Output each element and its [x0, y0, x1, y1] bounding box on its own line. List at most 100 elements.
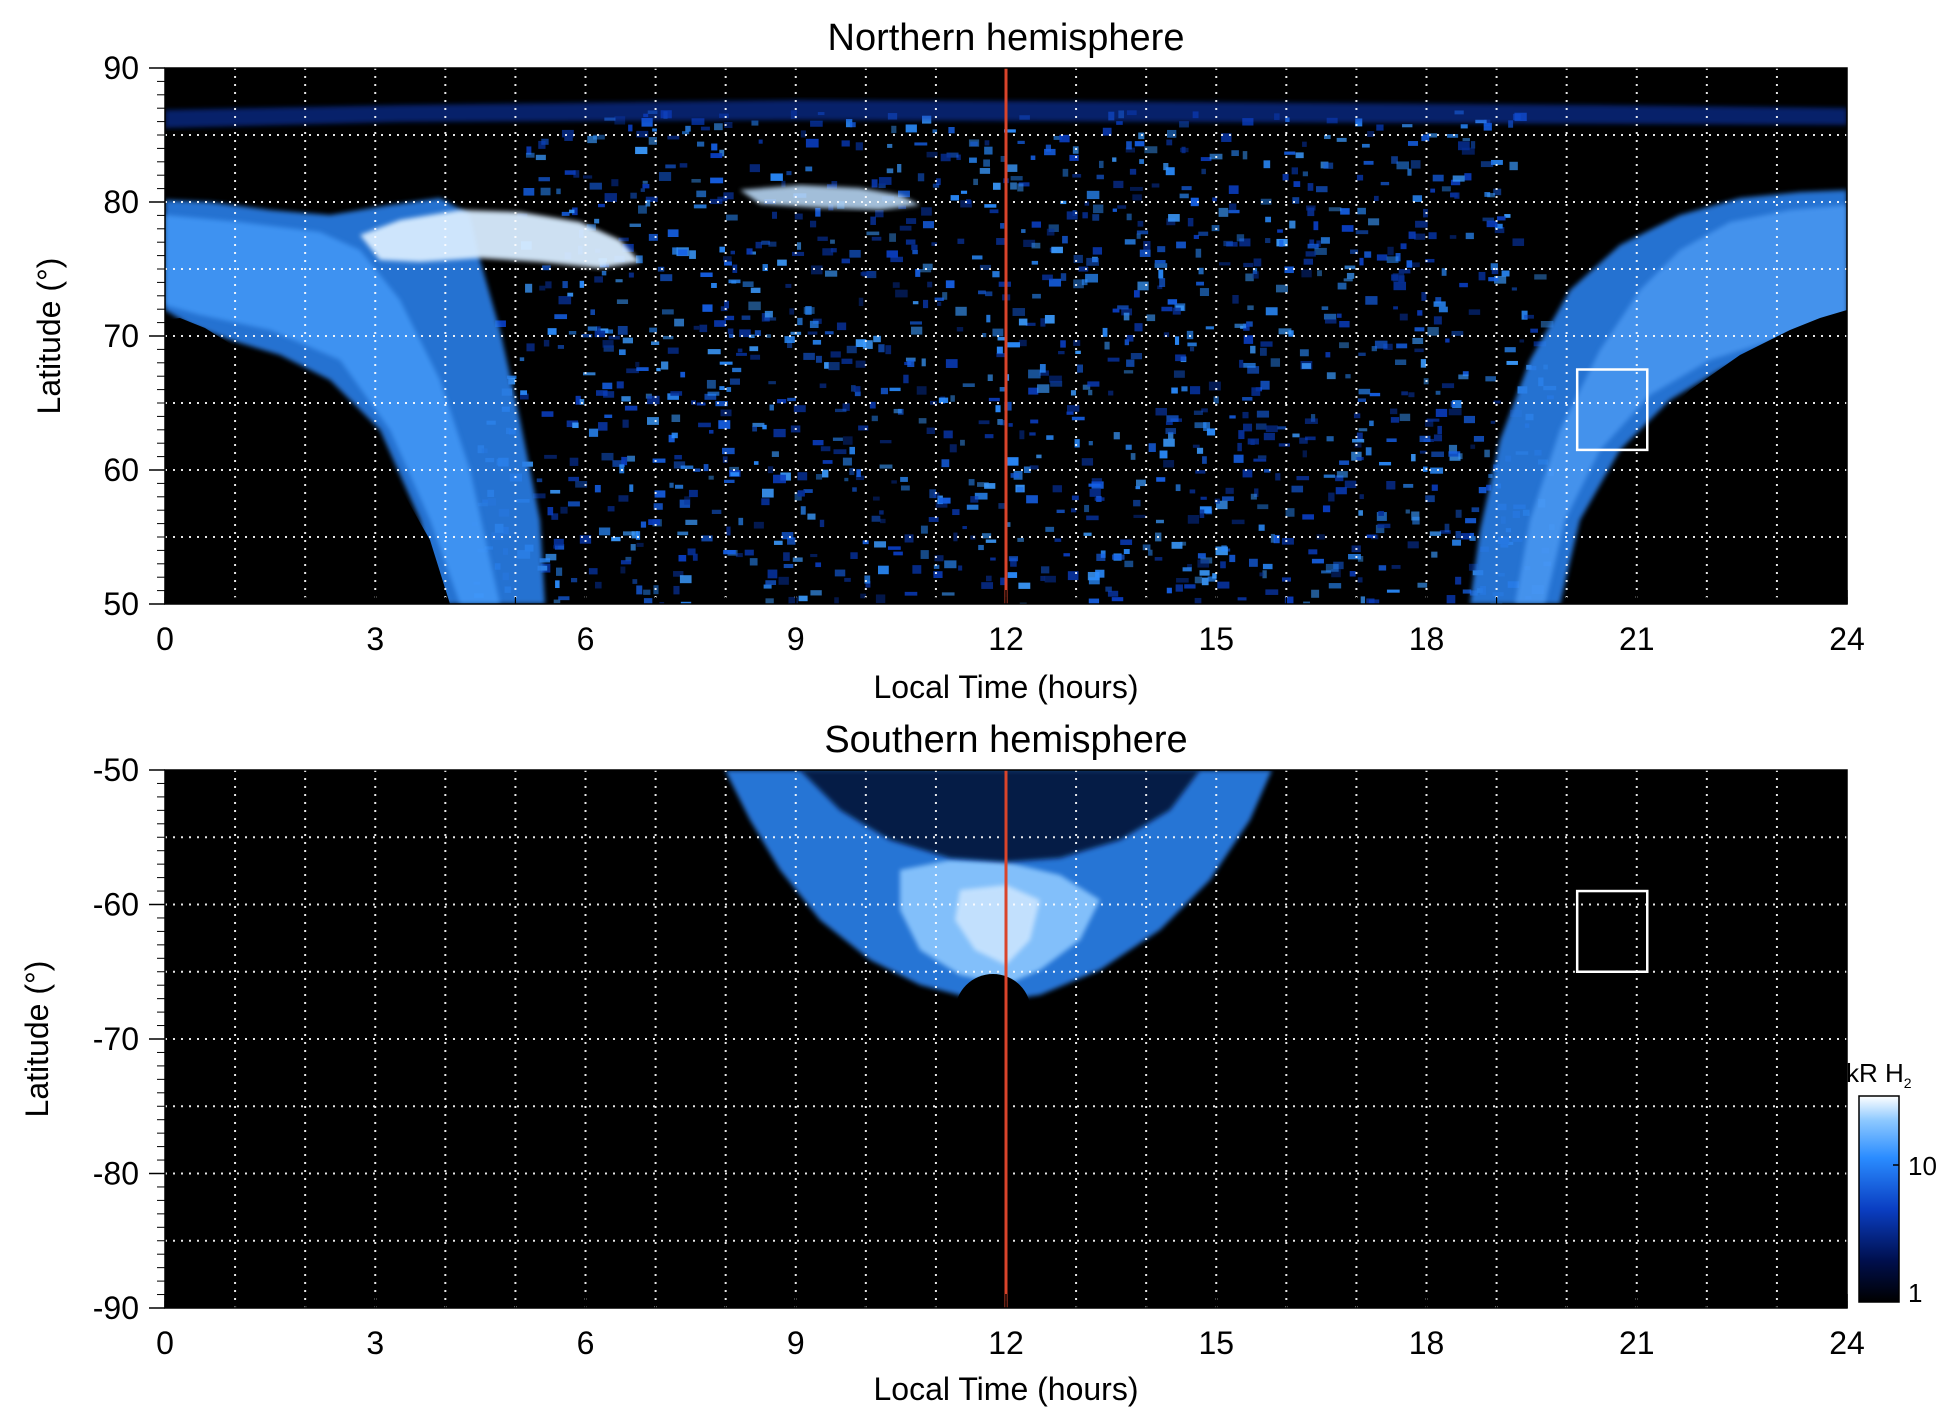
north-noise-speck	[921, 207, 932, 216]
north-noise-speck	[1352, 438, 1365, 443]
north-noise-speck	[862, 540, 869, 545]
north-noise-speck	[866, 270, 877, 279]
north-noise-speck	[1430, 188, 1436, 193]
north-y-tick-label: 60	[103, 452, 139, 488]
north-noise-speck	[933, 571, 943, 578]
north-noise-speck	[809, 320, 819, 328]
north-noise-speck	[765, 598, 774, 604]
north-noise-speck	[1112, 208, 1117, 212]
north-noise-speck	[1353, 413, 1361, 419]
north-noise-speck	[1462, 589, 1472, 594]
north-noise-speck	[855, 475, 865, 481]
north-noise-speck	[864, 575, 871, 584]
north-x-tick-label: 18	[1409, 621, 1445, 657]
north-noise-speck	[958, 565, 963, 571]
north-noise-speck	[709, 429, 714, 434]
north-noise-speck	[771, 451, 779, 457]
north-noise-speck	[1275, 473, 1281, 481]
south-axes: 0 3 6 9 12 15 18 21 24 -50 -60 -70 -80 -90	[93, 752, 1865, 1361]
north-noise-speck	[1063, 553, 1070, 557]
north-noise-speck	[1540, 321, 1554, 328]
north-noise-speck	[822, 248, 834, 256]
north-noise-speck	[660, 274, 673, 282]
south-oval-inner-cap	[800, 770, 1200, 862]
north-noise-speck	[1430, 467, 1444, 474]
north-noise-speck	[520, 390, 528, 395]
north-noise-speck	[1074, 439, 1080, 448]
north-noise-speck	[860, 593, 867, 599]
north-noise-speck	[977, 482, 989, 487]
north-noise-speck	[719, 386, 725, 391]
north-noise-speck	[934, 297, 944, 301]
north-noise-speck	[620, 560, 632, 565]
north-noise-speck	[1398, 275, 1405, 283]
north-noise-speck	[824, 270, 838, 277]
north-noise-speck	[830, 239, 835, 244]
north-noise-speck	[1176, 578, 1189, 583]
north-noise-speck	[1482, 217, 1495, 222]
north-noise-speck	[797, 490, 805, 497]
north-noise-speck	[700, 126, 710, 131]
north-noise-speck	[1146, 314, 1156, 322]
north-noise-speck	[1470, 444, 1476, 449]
north-noise-speck	[1148, 549, 1153, 556]
north-noise-speck	[1534, 274, 1547, 280]
north-noise-speck	[1265, 216, 1272, 223]
north-noise-speck	[761, 240, 770, 245]
north-noise-speck	[620, 566, 626, 574]
north-noise-speck	[858, 297, 864, 307]
north-noise-speck	[1123, 312, 1130, 321]
north-noise-speck	[1179, 121, 1189, 128]
north-noise-speck	[1449, 456, 1461, 461]
north-noise-speck	[1058, 350, 1065, 355]
colorbar-label-main: kR H	[1846, 1058, 1904, 1088]
north-noise-speck	[1059, 134, 1070, 143]
north-noise-speck	[984, 204, 997, 208]
north-noise-speck	[880, 387, 888, 395]
north-noise-speck	[878, 565, 889, 575]
north-noise-speck	[1137, 281, 1149, 291]
north-noise-speck	[1335, 487, 1347, 495]
north-noise-speck	[886, 168, 894, 174]
north-noise-speck	[1458, 141, 1470, 151]
north-noise-speck	[671, 432, 678, 439]
north-x-tick-label: 24	[1829, 621, 1865, 657]
north-noise-speck	[869, 401, 876, 409]
north-noise-speck	[538, 177, 550, 182]
north-noise-speck	[1113, 180, 1124, 189]
north-noise-speck	[1095, 569, 1105, 578]
north-noise-speck	[1445, 338, 1450, 343]
north-noise-speck	[1182, 567, 1192, 572]
north-noise-speck	[1493, 188, 1502, 196]
north-noise-speck	[911, 326, 923, 335]
south-aurora-oval	[725, 770, 1272, 1050]
north-noise-speck	[618, 495, 629, 502]
north-noise-speck	[1060, 340, 1066, 348]
north-noise-speck	[773, 474, 786, 484]
north-noise-speck	[752, 426, 758, 432]
north-noise-speck	[1483, 122, 1492, 131]
north-noise-speck	[648, 233, 658, 241]
north-noise-speck	[1171, 541, 1183, 549]
north-noise-speck	[647, 395, 660, 405]
north-noise-speck	[1311, 589, 1320, 598]
north-noise-speck	[845, 119, 853, 128]
north-noise-speck	[1407, 168, 1412, 176]
north-noise-speck	[1331, 569, 1341, 578]
north-noise-speck	[918, 418, 927, 424]
north-noise-speck	[1023, 466, 1031, 474]
north-noise-speck	[970, 141, 978, 147]
north-noise-speck	[1478, 271, 1486, 281]
north-noise-speck	[1464, 173, 1472, 181]
north-noise-speck	[763, 584, 772, 589]
north-noise-speck	[714, 320, 727, 327]
south-y-axis-label: Latitude (°)	[19, 961, 55, 1118]
north-noise-speck	[1348, 554, 1361, 560]
north-noise-speck	[969, 157, 977, 163]
north-noise-speck	[998, 503, 1007, 509]
north-noise-speck	[723, 256, 732, 262]
north-noise-speck	[601, 452, 614, 461]
north-noise-speck	[1117, 305, 1129, 310]
north-noise-speck	[1018, 339, 1027, 347]
north-noise-speck	[1260, 380, 1270, 390]
